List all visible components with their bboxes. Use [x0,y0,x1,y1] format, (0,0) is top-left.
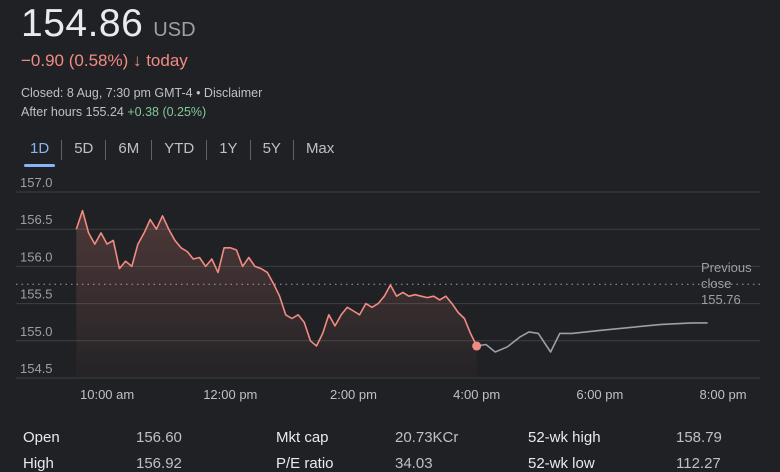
stat-label-mkt-cap: Mkt cap [276,429,329,446]
x-tick-label: 4:00 pm [453,387,500,402]
tab-divider [61,140,63,160]
after-hours-line [476,322,708,353]
current-price: 154.86 [21,2,144,45]
y-tick-label: 156.5 [20,212,53,227]
tab-divider [249,140,251,160]
tab-divider [151,140,153,160]
tab-5y[interactable]: 5Y [262,140,281,157]
stat-value-open: 156.60 [136,429,182,446]
x-tick-label: 10:00 am [80,387,134,402]
previous-close-label: Previous [701,260,752,275]
quote-meta: Closed: 8 Aug, 7:30 pm GMT-4 • Disclaime… [21,84,262,122]
stat-value-52wk-high: 158.79 [676,429,722,446]
stat-value-pe-ratio: 34.03 [395,455,433,472]
after-hours-change: +0.38 (0.25%) [127,105,207,119]
stat-label-52wk-low: 52-wk low [528,455,595,472]
regular-session-area [76,210,477,378]
y-tick-label: 154.5 [20,361,53,376]
x-tick-label: 2:00 pm [330,387,377,402]
tab-1y[interactable]: 1Y [219,140,238,157]
price-chart[interactable]: 157.0 156.5 156.0 155.5 155.0 154.5 10:00 am 12… [0,178,780,410]
stat-label-pe-ratio: P/E ratio [276,455,334,472]
x-tick-label: 8:00 pm [700,387,747,402]
y-tick-label: 155.5 [20,287,53,302]
after-hours-row: After hours 155.24 +0.38 (0.25%) [21,103,262,122]
stat-label-open: Open [23,429,60,446]
range-tabs: 1D 5D 6M YTD 1Y 5Y Max [18,136,346,167]
tab-ytd[interactable]: YTD [164,140,195,157]
stat-value-mkt-cap: 20.73KCr [395,429,459,446]
tab-divider [292,140,294,160]
regular-session-line [75,209,478,347]
price-change: −0.90 (0.58%) ↓ today [21,51,188,70]
previous-close-label: 155.76 [701,292,741,307]
tab-divider [206,140,208,160]
quote-header: 154.86 USD [21,2,196,46]
tab-5d[interactable]: 5D [74,140,94,157]
after-hours-label: After hours 155.24 [21,105,124,119]
x-tick-label: 12:00 pm [203,387,257,402]
stat-label-high: High [23,455,54,472]
tab-1d[interactable]: 1D [18,136,61,167]
x-tick-label: 6:00 pm [576,387,623,402]
y-tick-label: 155.0 [20,324,53,339]
close-marker [472,341,482,351]
stat-value-high: 156.92 [136,455,182,472]
tab-6m[interactable]: 6M [118,140,140,157]
y-tick-label: 156.0 [20,249,53,264]
currency-label: USD [153,19,196,41]
previous-close-label: close [701,276,731,291]
y-tick-label: 157.0 [20,178,53,190]
stat-value-52wk-low: 112.27 [676,455,721,472]
stat-label-52wk-high: 52-wk high [528,429,601,446]
tab-divider [105,140,107,160]
market-closed-note[interactable]: Closed: 8 Aug, 7:30 pm GMT-4 • Disclaime… [21,86,263,100]
tab-max[interactable]: Max [305,140,335,157]
